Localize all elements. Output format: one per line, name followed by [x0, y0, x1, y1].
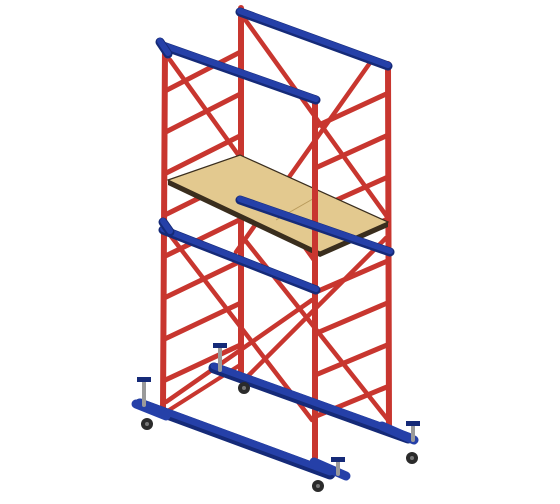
ladder-rung-left	[162, 49, 244, 94]
base-jack-handle	[137, 377, 151, 382]
top-rail-front	[160, 42, 319, 102]
ladder-rung-left	[160, 342, 244, 384]
brace-bottom-cross	[163, 297, 315, 405]
ladder-rung-left	[160, 300, 244, 343]
mid-rail-back	[237, 196, 393, 254]
base-beam-back	[210, 362, 412, 440]
base-beam-front	[136, 398, 334, 476]
base-foot-right	[309, 457, 351, 481]
base-jack-handle	[406, 421, 420, 426]
upright-back-right	[385, 61, 392, 431]
caster-hub	[242, 386, 246, 390]
ladder-rung-left	[162, 91, 244, 136]
base-jack-handle	[331, 457, 345, 462]
ladder-rung-right	[312, 132, 391, 171]
base-with-wheels	[131, 343, 420, 492]
top-rail-cap	[157, 38, 171, 56]
base-foot-back-right	[377, 421, 419, 445]
ladder-rung-right	[312, 299, 392, 337]
blue-horizontal-rails	[155, 7, 395, 295]
mid-rail-front	[160, 226, 319, 292]
caster-hub	[410, 456, 414, 460]
ladder-rung-left	[161, 216, 244, 260]
ladder-rung-right	[312, 258, 392, 295]
top-rail-back	[237, 8, 391, 68]
caster-hub	[145, 422, 149, 426]
base-jack-handle	[213, 343, 227, 348]
caster-hub	[316, 484, 320, 488]
deck-front-edge	[168, 180, 320, 257]
base-foot-left	[131, 399, 171, 421]
mid-rail-cap	[160, 218, 173, 234]
ladder-rung-right	[312, 341, 392, 378]
